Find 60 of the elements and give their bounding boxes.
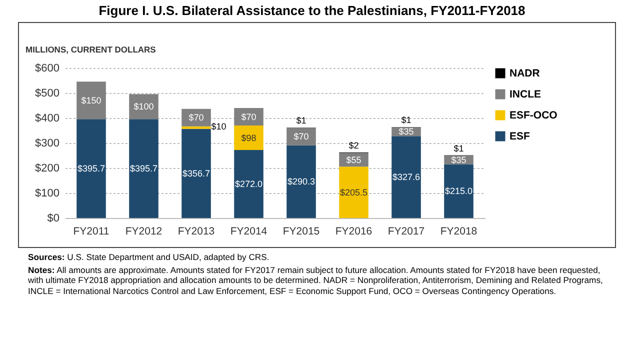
data-label: $215.0 (444, 186, 473, 196)
data-label: $272.0 (234, 179, 263, 189)
x-tick-label: FY2017 (388, 226, 425, 238)
data-label: $98 (241, 132, 256, 143)
legend-label: ESF-OCO (510, 109, 558, 122)
data-label: $395.7 (130, 164, 158, 174)
data-label: $1 (454, 143, 464, 154)
data-label: $35 (398, 126, 414, 137)
y-tick-label: $500 (35, 88, 60, 100)
data-label: $70 (294, 132, 309, 142)
bar (76, 119, 106, 218)
legend-label: ESF (510, 130, 531, 142)
data-label: $10 (211, 122, 226, 132)
data-label: $150 (81, 95, 102, 106)
y-axis-title: MILLIONS, CURRENT DOLLARS (26, 44, 156, 54)
bar (182, 126, 211, 129)
bar (129, 94, 158, 120)
bar (444, 164, 474, 218)
data-label: $205.5 (340, 187, 368, 198)
y-tick-label: $400 (35, 112, 60, 124)
bar (234, 150, 264, 218)
bar (182, 128, 211, 218)
data-label: $2 (348, 140, 359, 150)
x-tick-label: FY2018 (440, 226, 478, 238)
data-label: $100 (134, 102, 154, 112)
x-tick-label: FY2014 (230, 226, 268, 238)
x-tick-label: FY2013 (178, 226, 215, 238)
data-label: $1 (296, 116, 306, 126)
y-tick-label: $200 (35, 162, 60, 174)
bar (182, 108, 211, 126)
source-note: Sources: U.S. State Department and USAID, adapted by CRS. (28, 252, 270, 262)
data-label: $290.3 (287, 176, 316, 187)
y-tick-label: $100 (35, 188, 60, 200)
text: Notes: All amounts are approximate. Amounts stated for FY2017 remain subject to future allocation. Amounts stated for FY2018 have been requested, with ultimate FY2018 appropriation and allocation amounts to be determined. NADR = Nonproliferation, Antiterrorism, Demining and Related Programs, INCLE = International Narcotics Control and Law Enforcement, ESF = Economic Support Fund, OCO = Overseas Contingency Operations. (28, 264, 604, 296)
x-tick-label: FY2016 (335, 226, 372, 238)
bar (286, 128, 316, 146)
data-label: $70 (188, 112, 204, 123)
data-label: $1 (401, 115, 412, 126)
bar (76, 82, 106, 120)
bar (234, 126, 264, 150)
data-label: $55 (346, 154, 362, 165)
y-tick-label: $300 (35, 138, 60, 150)
data-label: $70 (241, 112, 256, 122)
legend-label: INCLE (510, 88, 541, 100)
legend-label: NADR (510, 67, 540, 80)
bar (392, 136, 421, 218)
y-tick-label: $600 (35, 62, 60, 74)
data-label: $356.7 (182, 168, 210, 178)
bar (339, 166, 368, 218)
x-tick-label: FY2012 (125, 226, 162, 238)
data-label: $395.7 (77, 164, 106, 174)
data-label: $35 (451, 154, 466, 165)
x-tick-label: FY2011 (73, 226, 110, 238)
bar (129, 119, 158, 218)
y-tick-label: $0 (47, 212, 60, 224)
bar (286, 145, 316, 218)
x-tick-label: FY2015 (282, 226, 320, 238)
data-label: $327.6 (392, 172, 420, 182)
chart-title: Figure I. U.S. Bilateral Assistance to the Palestinians, FY2011-FY2018 (98, 3, 526, 18)
bar (234, 108, 264, 126)
